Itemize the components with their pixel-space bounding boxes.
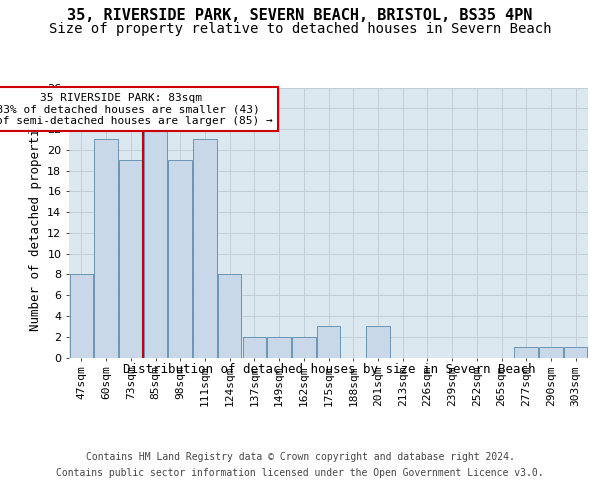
- Bar: [539, 347, 563, 358]
- Text: Contains public sector information licensed under the Open Government Licence v3: Contains public sector information licen…: [56, 468, 544, 477]
- Bar: [292, 336, 316, 357]
- Bar: [242, 336, 266, 357]
- Text: 35 RIVERSIDE PARK: 83sqm
← 33% of detached houses are smaller (43)
65% of semi-d: 35 RIVERSIDE PARK: 83sqm ← 33% of detach…: [0, 92, 273, 126]
- Text: Size of property relative to detached houses in Severn Beach: Size of property relative to detached ho…: [49, 22, 551, 36]
- Bar: [193, 140, 217, 358]
- Bar: [268, 336, 291, 357]
- Y-axis label: Number of detached properties: Number of detached properties: [29, 114, 41, 331]
- Bar: [144, 129, 167, 358]
- Bar: [169, 160, 192, 358]
- Text: Distribution of detached houses by size in Severn Beach: Distribution of detached houses by size …: [122, 362, 535, 376]
- Text: Contains HM Land Registry data © Crown copyright and database right 2024.: Contains HM Land Registry data © Crown c…: [86, 452, 514, 462]
- Bar: [317, 326, 340, 358]
- Bar: [94, 140, 118, 358]
- Bar: [119, 160, 143, 358]
- Bar: [564, 347, 587, 358]
- Bar: [70, 274, 93, 357]
- Bar: [366, 326, 389, 358]
- Bar: [218, 274, 241, 357]
- Text: 35, RIVERSIDE PARK, SEVERN BEACH, BRISTOL, BS35 4PN: 35, RIVERSIDE PARK, SEVERN BEACH, BRISTO…: [67, 8, 533, 22]
- Bar: [514, 347, 538, 358]
